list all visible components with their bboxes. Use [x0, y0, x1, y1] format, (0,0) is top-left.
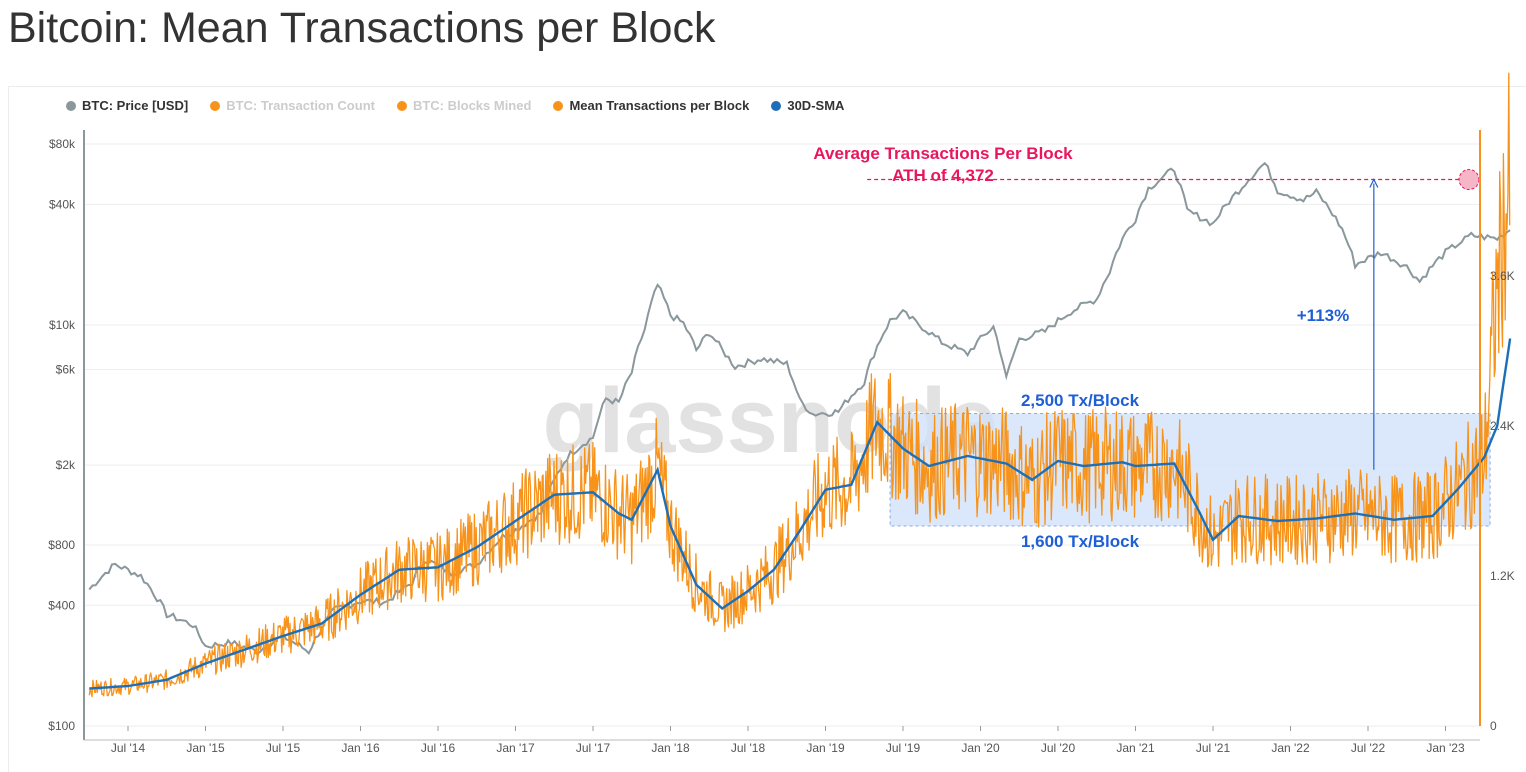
x-tick-label: Jul '17 — [576, 741, 611, 755]
mean-tx-series-line — [88, 72, 1511, 698]
x-tick-label: Jan '23 — [1426, 741, 1465, 755]
y-right-tick-label: 2.4K — [1490, 419, 1515, 433]
ath-value: ATH of 4,372 — [892, 166, 994, 185]
legend-dot-icon — [771, 100, 782, 111]
y-left-tick-label: $800 — [48, 538, 75, 552]
arrow-head-icon — [1369, 178, 1379, 188]
sma-series-line — [89, 338, 1512, 690]
legend-item-blocks-mined[interactable]: BTC: Blocks Mined — [396, 98, 532, 113]
x-tick-label: Jan '21 — [1116, 741, 1155, 755]
y-left-tick-label: $10k — [49, 318, 76, 332]
x-tick-label: Jul '14 — [111, 741, 146, 755]
x-tick-label: Jul '19 — [886, 741, 921, 755]
legend-item-transaction-count[interactable]: BTC: Transaction Count — [210, 98, 375, 113]
y-left-tick-label: $100 — [48, 719, 75, 733]
x-tick-label: Jul '16 — [421, 741, 456, 755]
x-tick-label: Jan '16 — [341, 741, 380, 755]
x-tick-label: Jan '20 — [961, 741, 1000, 755]
y-left-tick-label: $6k — [56, 363, 76, 377]
x-tick-label: Jul '22 — [1351, 741, 1386, 755]
x-tick-label: Jan '22 — [1271, 741, 1310, 755]
x-tick-label: Jul '15 — [266, 741, 301, 755]
legend-label: BTC: Price [USD] — [82, 98, 189, 113]
x-tick-label: Jan '17 — [496, 741, 535, 755]
upper-band-label: 2,500 Tx/Block — [1021, 391, 1140, 410]
x-tick-label: Jan '15 — [186, 741, 225, 755]
legend-dot-icon — [396, 100, 407, 111]
legend-item-price[interactable]: BTC: Price [USD] — [66, 98, 188, 113]
y-right-tick-label: 3.6K — [1490, 269, 1515, 283]
legend-label: BTC: Blocks Mined — [412, 98, 532, 113]
legend-item-30d-sma[interactable]: 30D-SMA — [771, 98, 844, 113]
legend-label: Mean Transactions per Block — [569, 98, 750, 113]
axes: $80k $40k $10k $6k $2k $800 $400 $100 0 1.2K 2.4K 3… — [48, 130, 1515, 755]
lower-band-label: 1,600 Tx/Block — [1021, 532, 1140, 551]
legend-dot-icon — [553, 100, 564, 111]
x-tick-label: Jul '21 — [1196, 741, 1231, 755]
increase-label: +113% — [1297, 306, 1349, 325]
legend-item-mean-tx-per-block[interactable]: Mean Transactions per Block — [553, 98, 749, 113]
legend-dot-icon — [210, 100, 221, 111]
x-tick-label: Jan '18 — [651, 741, 690, 755]
x-tick-label: Jan '19 — [806, 741, 845, 755]
y-left-tick-label: $400 — [48, 598, 75, 612]
series-layer — [88, 72, 1512, 698]
chart-legend: BTC: Price [USD] BTC: Transaction Count … — [66, 98, 844, 113]
y-left-tick-label: $2k — [56, 458, 76, 472]
legend-dot-icon — [66, 100, 76, 111]
ath-marker-icon — [1458, 169, 1480, 190]
y-left-tick-label: $40k — [49, 197, 76, 211]
x-tick-label: Jul '18 — [731, 741, 766, 755]
gridlines — [84, 143, 1480, 727]
legend-label: BTC: Transaction Count — [226, 98, 375, 113]
y-left-tick-label: $80k — [49, 137, 76, 151]
legend-label: 30D-SMA — [787, 98, 845, 113]
x-tick-label: Jul '20 — [1041, 741, 1076, 755]
chart-panel — [8, 86, 1526, 772]
page-title: Bitcoin: Mean Transactions per Block — [8, 4, 716, 52]
y-right-tick-label: 0 — [1490, 719, 1497, 733]
y-right-tick-label: 1.2K — [1490, 569, 1515, 583]
ath-title: Average Transactions Per Block — [813, 144, 1073, 163]
